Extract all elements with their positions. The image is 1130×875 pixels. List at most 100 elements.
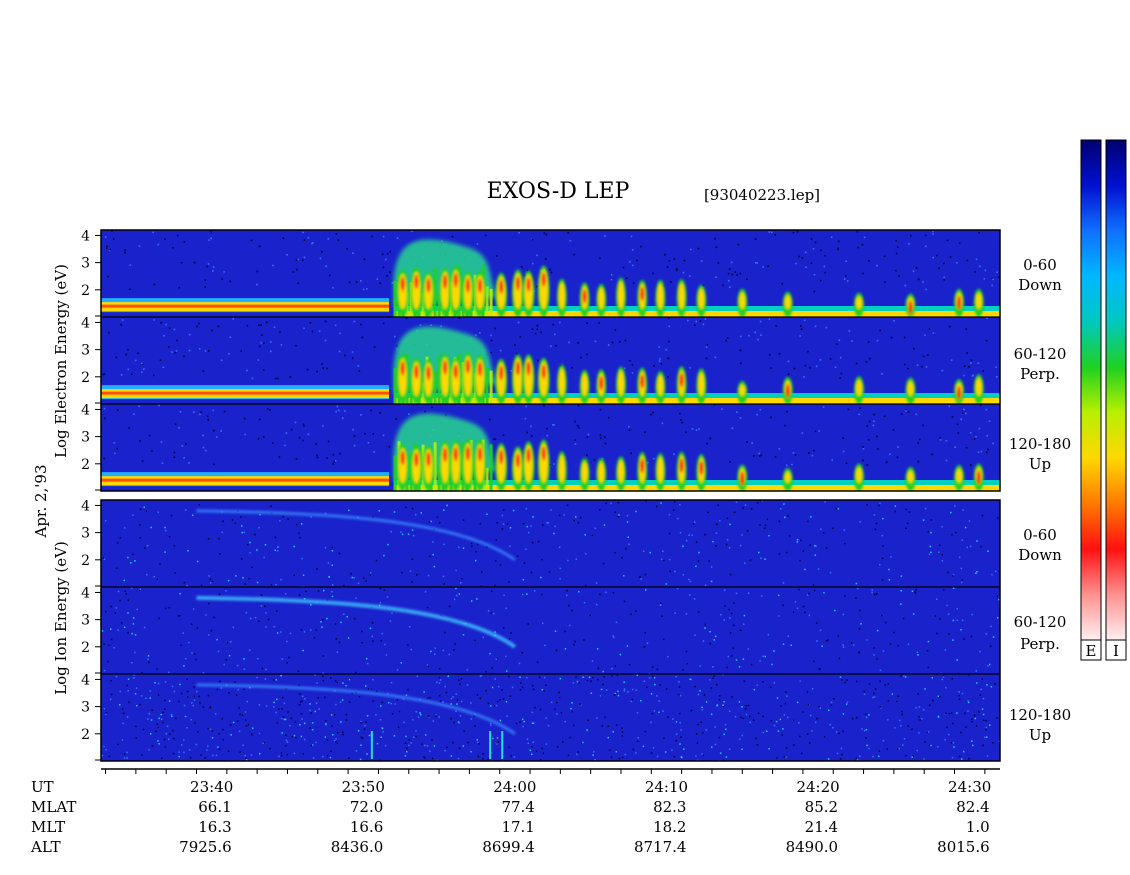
electron-spike (396, 444, 409, 491)
electron-spike (973, 288, 984, 317)
electron-spike (461, 439, 474, 491)
panel-range-label: 120-180 (1009, 706, 1071, 724)
table-cell: 8436.0 (331, 838, 384, 856)
time-axis (101, 768, 1000, 774)
electron-spike (655, 453, 666, 491)
electron-spike (782, 377, 793, 404)
colorbar-0 (1080, 139, 1102, 641)
time-tick-label: 24:20 (796, 778, 839, 796)
table-cell: 8699.4 (482, 838, 535, 856)
electron-spike (696, 453, 707, 491)
electron-spike (637, 451, 648, 491)
ion-panel-0 (101, 500, 1000, 589)
y-tick-label: 2 (81, 283, 90, 299)
electron-spike (579, 369, 590, 405)
electron-spike (537, 439, 550, 491)
electron-spike (537, 357, 550, 404)
electron-spike (522, 270, 535, 317)
electron-spike (737, 464, 748, 491)
electron-spike (422, 359, 435, 404)
electron-spike (676, 451, 687, 491)
electron-panel-2 (101, 404, 1000, 491)
electron-spike (410, 445, 423, 491)
panel-bg (101, 674, 1000, 761)
panel-direction-label: Up (1029, 455, 1051, 473)
electron-spike (637, 367, 648, 404)
electron-spike (596, 458, 607, 491)
y-tick-label: 4 (81, 228, 90, 244)
y-tick-label: 3 (81, 526, 90, 542)
electron-spike (422, 271, 435, 317)
ion-arc (196, 683, 516, 736)
panel-bg (101, 500, 1000, 587)
electron-spike (954, 464, 965, 491)
ion-spike (489, 731, 492, 759)
time-tick-label: 24:10 (645, 778, 688, 796)
electron-spike (615, 456, 626, 491)
panel-bg (101, 587, 1000, 674)
y-tick-label: 4 (81, 672, 90, 688)
electron-spike (905, 293, 916, 317)
electron-spike (615, 366, 626, 404)
electron-spike (696, 284, 707, 317)
electron-spike (396, 269, 409, 318)
ion-spectrogram (101, 500, 1000, 761)
panel-range-label: 0-60 (1023, 526, 1057, 544)
table-cell: 8717.4 (634, 838, 687, 856)
panel-direction-label: Perp. (1020, 635, 1060, 653)
table-cell: 77.4 (501, 798, 534, 816)
table-cell: 82.3 (653, 798, 686, 816)
panel-direction-label: Perp. (1020, 365, 1060, 383)
electron-spike (615, 277, 626, 318)
electron-spike (422, 445, 435, 491)
ion-spike (370, 731, 373, 759)
time-tick-label: 23:40 (190, 778, 233, 796)
electron-spike (854, 463, 865, 491)
panel-direction-label: Up (1029, 726, 1051, 744)
electron-spike (439, 353, 452, 404)
row-label: MLAT (31, 798, 76, 816)
electron-spike (954, 379, 965, 405)
table-cell: 7925.6 (179, 838, 232, 856)
ion-arc (196, 595, 517, 649)
electron-spike (449, 266, 462, 317)
panel-frames (100, 229, 1001, 762)
file-label: [93040223.lep] (704, 186, 820, 204)
electron-ylabel: Log Electron Energy (eV) (52, 264, 70, 458)
electron-spike (495, 272, 508, 317)
frame-1 (100, 499, 1001, 762)
electron-spike (556, 451, 567, 491)
electron-spike (511, 269, 524, 317)
electron-spike (596, 283, 607, 317)
table-cell: 18.2 (653, 818, 686, 836)
electron-spike (495, 443, 508, 491)
panel-range-label: 60-120 (1014, 613, 1067, 631)
electron-spike (854, 292, 865, 317)
table-cell: 66.1 (198, 798, 231, 816)
colorbar-label-box-0 (1080, 639, 1102, 661)
y-tick-label: 2 (81, 370, 90, 386)
table-cell: 85.2 (805, 798, 838, 816)
electron-spike (973, 374, 984, 404)
ion-arc (196, 509, 516, 562)
electron-spike (596, 369, 607, 404)
colorbar-label-0: E (1086, 642, 1097, 660)
electron-spike (410, 267, 423, 318)
ion-ylabel: Log Ion Energy (eV) (52, 541, 70, 695)
electron-spike (637, 279, 648, 318)
colorbar-label-1: I (1113, 642, 1119, 660)
electron-spike (655, 371, 666, 404)
table-cell: 82.4 (956, 798, 989, 816)
electron-spike (522, 354, 535, 404)
y-tick-label: 3 (81, 700, 90, 716)
electron-panel-1 (101, 317, 1000, 405)
y-tick-label: 3 (81, 613, 90, 629)
electron-spike (696, 368, 707, 404)
time-tick-label: 24:30 (948, 778, 991, 796)
y-tick-label: 2 (81, 457, 90, 473)
row-label: UT (31, 778, 54, 796)
electron-spike (495, 358, 508, 404)
electron-spike (954, 288, 965, 317)
